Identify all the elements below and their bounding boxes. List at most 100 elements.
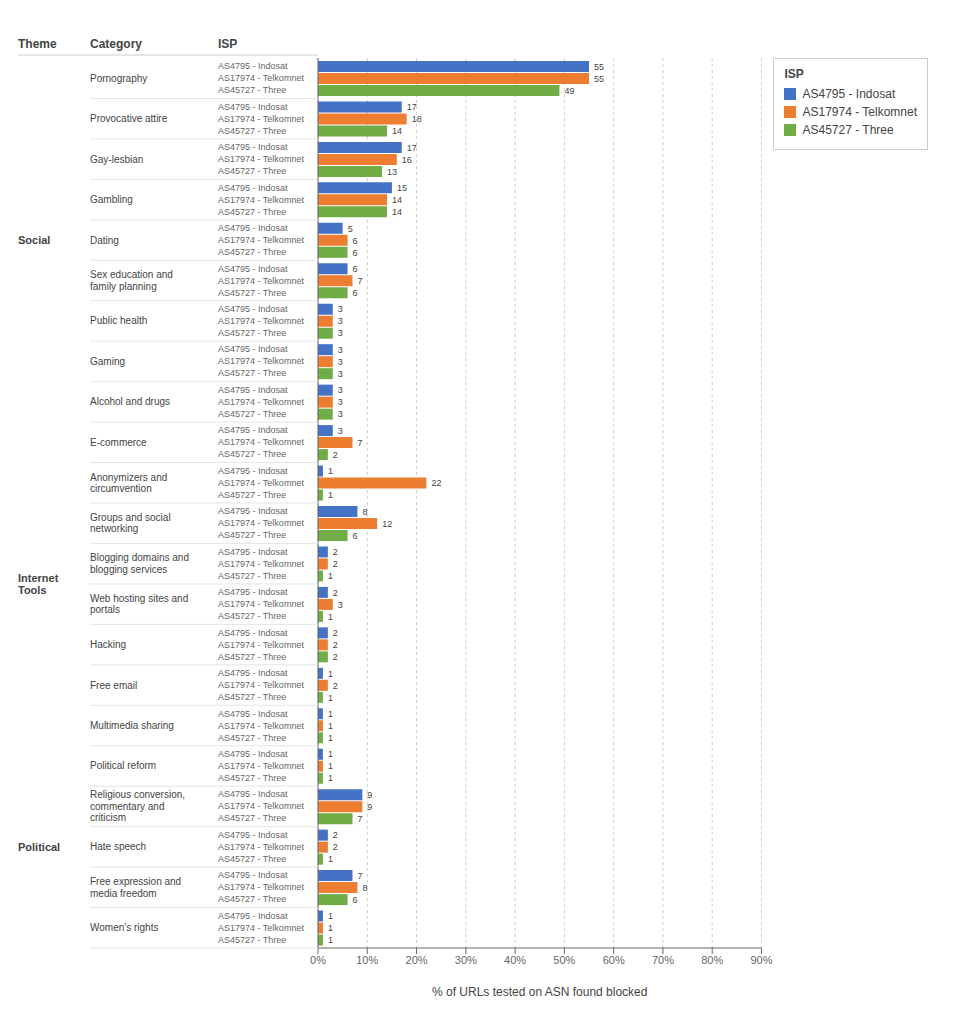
svg-text:1: 1 — [328, 709, 333, 719]
svg-text:AS17974 - Telkomnet: AS17974 - Telkomnet — [218, 559, 304, 569]
svg-text:6: 6 — [353, 264, 358, 274]
svg-text:0%: 0% — [310, 954, 326, 966]
svg-text:Category: Category — [90, 37, 142, 51]
svg-text:1: 1 — [328, 923, 333, 933]
svg-text:55: 55 — [594, 62, 604, 72]
svg-text:AS45727 - Three: AS45727 - Three — [218, 935, 286, 945]
svg-text:1: 1 — [328, 612, 333, 622]
svg-text:criticism: criticism — [90, 812, 126, 823]
svg-text:ISP: ISP — [218, 37, 237, 51]
svg-text:16: 16 — [402, 155, 412, 165]
svg-text:7: 7 — [357, 438, 362, 448]
svg-text:17: 17 — [407, 143, 417, 153]
svg-text:1: 1 — [328, 761, 333, 771]
svg-text:AS45727 - Three: AS45727 - Three — [218, 652, 286, 662]
svg-text:AS17974 - Telkomnet: AS17974 - Telkomnet — [218, 154, 304, 164]
svg-text:3: 3 — [338, 397, 343, 407]
svg-text:Sex education and: Sex education and — [90, 269, 173, 280]
svg-text:3: 3 — [338, 345, 343, 355]
svg-text:2: 2 — [333, 547, 338, 557]
svg-text:3: 3 — [338, 426, 343, 436]
svg-text:9: 9 — [367, 802, 372, 812]
svg-text:13: 13 — [387, 167, 397, 177]
svg-text:blogging services: blogging services — [90, 564, 167, 575]
svg-text:Multimedia sharing: Multimedia sharing — [90, 720, 174, 731]
svg-text:AS45727 - Three: AS45727 - Three — [218, 733, 286, 743]
svg-text:Web hosting sites and: Web hosting sites and — [90, 593, 188, 604]
svg-text:2: 2 — [333, 652, 338, 662]
svg-text:2: 2 — [333, 842, 338, 852]
svg-text:1: 1 — [328, 733, 333, 743]
svg-text:AS4795 - Indosat: AS4795 - Indosat — [218, 466, 288, 476]
svg-text:AS45727 - Three: AS45727 - Three — [218, 126, 286, 136]
svg-text:AS45727 - Three: AS45727 - Three — [218, 288, 286, 298]
svg-text:AS4795 - Indosat: AS4795 - Indosat — [218, 830, 288, 840]
svg-text:10%: 10% — [356, 954, 378, 966]
svg-text:1: 1 — [328, 669, 333, 679]
svg-text:3: 3 — [338, 385, 343, 395]
svg-text:AS4795 - Indosat: AS4795 - Indosat — [218, 183, 288, 193]
svg-text:Alcohol and drugs: Alcohol and drugs — [90, 396, 170, 407]
svg-text:50%: 50% — [553, 954, 575, 966]
svg-text:Pornography: Pornography — [90, 73, 147, 84]
svg-text:14: 14 — [392, 126, 402, 136]
svg-text:1: 1 — [328, 490, 333, 500]
svg-text:1: 1 — [328, 854, 333, 864]
svg-text:1: 1 — [328, 773, 333, 783]
svg-text:2: 2 — [333, 450, 338, 460]
svg-text:6: 6 — [353, 288, 358, 298]
svg-text:AS4795 - Indosat: AS4795 - Indosat — [218, 668, 288, 678]
svg-text:AS17974 - Telkomnet: AS17974 - Telkomnet — [218, 923, 304, 933]
svg-text:AS17974 - Telkomnet: AS17974 - Telkomnet — [218, 680, 304, 690]
svg-text:Gay-lesbian: Gay-lesbian — [90, 154, 143, 165]
svg-text:18: 18 — [412, 114, 422, 124]
svg-text:1: 1 — [328, 721, 333, 731]
svg-text:AS17974 - Telkomnet: AS17974 - Telkomnet — [218, 195, 304, 205]
svg-text:AS17974 - Telkomnet: AS17974 - Telkomnet — [218, 842, 304, 852]
svg-text:60%: 60% — [603, 954, 625, 966]
svg-text:Groups and social: Groups and social — [90, 512, 171, 523]
svg-text:Provocative attire: Provocative attire — [90, 113, 168, 124]
svg-text:3: 3 — [338, 409, 343, 419]
svg-text:AS4795 - Indosat: AS4795 - Indosat — [218, 628, 288, 638]
svg-text:Theme: Theme — [18, 37, 57, 51]
svg-text:AS17974 - Telkomnet: AS17974 - Telkomnet — [218, 276, 304, 286]
svg-text:AS45727 - Three: AS45727 - Three — [218, 85, 286, 95]
svg-text:14: 14 — [392, 195, 402, 205]
svg-text:AS45727 - Three: AS45727 - Three — [218, 813, 286, 823]
svg-text:circumvention: circumvention — [90, 483, 152, 494]
svg-text:AS17974 - Telkomnet: AS17974 - Telkomnet — [218, 640, 304, 650]
svg-text:AS4795 - Indosat: AS4795 - Indosat — [218, 587, 288, 597]
svg-text:AS17974 - Telkomnet: AS17974 - Telkomnet — [218, 73, 304, 83]
svg-text:7: 7 — [357, 814, 362, 824]
svg-text:AS4795 - Indosat: AS4795 - Indosat — [218, 425, 288, 435]
svg-text:3: 3 — [338, 357, 343, 367]
svg-text:14: 14 — [392, 207, 402, 217]
svg-text:1: 1 — [328, 935, 333, 945]
svg-text:5: 5 — [348, 224, 353, 234]
svg-text:AS4795 - Indosat: AS4795 - Indosat — [218, 749, 288, 759]
svg-text:AS17974 - Telkomnet: AS17974 - Telkomnet — [218, 316, 304, 326]
svg-text:Political reform: Political reform — [90, 760, 156, 771]
svg-text:1: 1 — [328, 571, 333, 581]
svg-text:8: 8 — [362, 883, 367, 893]
svg-text:Dating: Dating — [90, 235, 119, 246]
svg-text:Social: Social — [18, 234, 50, 246]
svg-text:3: 3 — [338, 369, 343, 379]
svg-text:6: 6 — [353, 895, 358, 905]
svg-text:Political: Political — [18, 841, 60, 853]
svg-text:17: 17 — [407, 102, 417, 112]
svg-text:Internet: Internet — [18, 572, 59, 584]
svg-text:Anonymizers and: Anonymizers and — [90, 472, 167, 483]
svg-text:AS17974 - Telkomnet: AS17974 - Telkomnet — [218, 114, 304, 124]
svg-text:90%: 90% — [750, 954, 772, 966]
svg-text:E-commerce: E-commerce — [90, 437, 147, 448]
svg-text:commentary and: commentary and — [90, 801, 164, 812]
svg-text:AS45727 - Three: AS45727 - Three — [218, 166, 286, 176]
svg-text:2: 2 — [333, 640, 338, 650]
svg-text:AS4795 - Indosat: AS4795 - Indosat — [218, 223, 288, 233]
svg-text:AS17974 - Telkomnet: AS17974 - Telkomnet — [218, 801, 304, 811]
svg-text:media freedom: media freedom — [90, 888, 157, 899]
svg-text:Public health: Public health — [90, 315, 147, 326]
svg-text:1: 1 — [328, 911, 333, 921]
